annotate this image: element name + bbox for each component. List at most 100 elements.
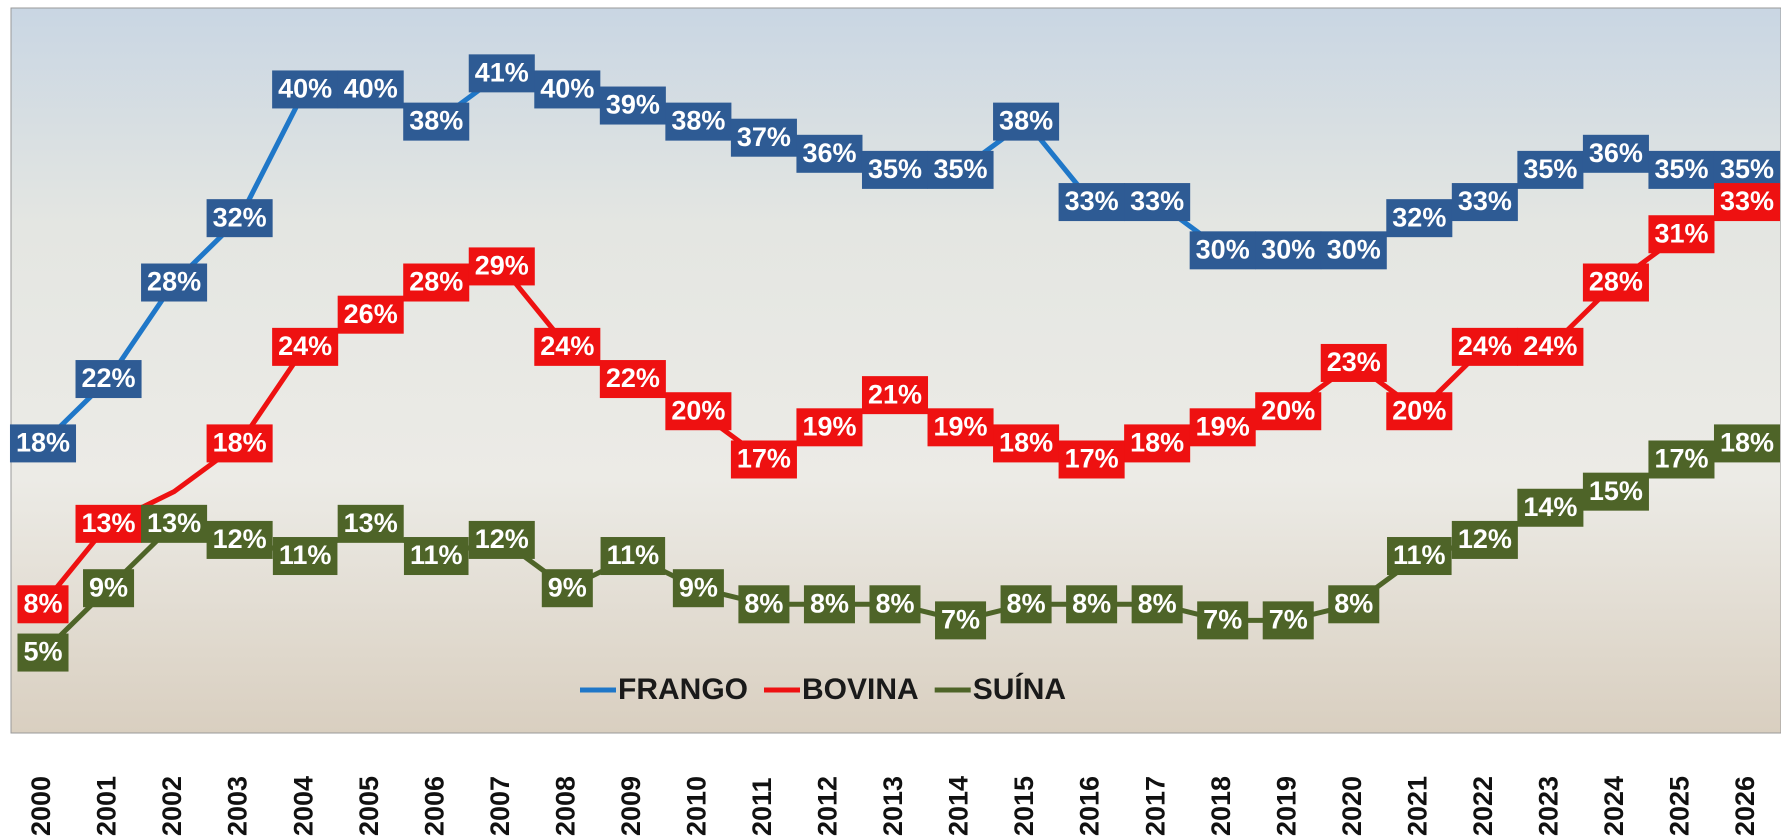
- data-label-text: 28%: [1589, 267, 1643, 297]
- data-label-text: 24%: [1523, 331, 1577, 361]
- data-label-text: 17%: [1065, 444, 1119, 474]
- data-label: 8%: [1132, 585, 1183, 623]
- data-label: 18%: [207, 424, 273, 462]
- x-tick-label: 2010: [682, 776, 712, 836]
- data-label-text: 8%: [1138, 588, 1177, 618]
- data-label: 38%: [665, 103, 731, 141]
- data-label-text: 18%: [1130, 428, 1184, 458]
- data-label: 30%: [1321, 231, 1387, 269]
- x-tick-label: 2018: [1206, 776, 1236, 836]
- data-label: 18%: [10, 424, 76, 462]
- legend-label: FRANGO: [618, 673, 748, 706]
- data-label: 9%: [673, 569, 724, 607]
- data-label: 17%: [731, 440, 797, 478]
- data-label-text: 38%: [409, 106, 463, 136]
- x-tick-label: 2007: [485, 776, 515, 836]
- data-label-text: 8%: [1334, 588, 1373, 618]
- data-label-text: 9%: [89, 572, 128, 602]
- data-label: 30%: [1255, 231, 1321, 269]
- data-label: 11%: [273, 537, 338, 575]
- data-label-text: 36%: [802, 138, 856, 168]
- data-label-text: 11%: [1393, 540, 1446, 570]
- data-label-text: 18%: [999, 428, 1053, 458]
- data-label: 38%: [403, 103, 469, 141]
- data-label: 11%: [404, 537, 469, 575]
- data-label-text: 38%: [999, 106, 1053, 136]
- data-label-text: 8%: [744, 588, 783, 618]
- data-label-text: 35%: [934, 154, 988, 184]
- data-label: 13%: [141, 505, 207, 543]
- x-tick-label: 2013: [878, 776, 908, 836]
- data-label-text: 18%: [1720, 428, 1774, 458]
- data-label: 17%: [1059, 440, 1125, 478]
- data-label-text: 15%: [1589, 476, 1643, 506]
- x-tick-label: 2015: [1009, 776, 1039, 836]
- data-label-text: 8%: [810, 588, 849, 618]
- data-label-text: 22%: [606, 363, 660, 393]
- data-label-text: 33%: [1720, 186, 1774, 216]
- data-label-text: 36%: [1589, 138, 1643, 168]
- data-label-text: 9%: [679, 572, 718, 602]
- data-label: 21%: [862, 376, 928, 414]
- data-label: 8%: [804, 585, 855, 623]
- x-tick-label: 2017: [1140, 776, 1170, 836]
- data-label-text: 13%: [147, 508, 201, 538]
- data-label-text: 40%: [278, 74, 332, 104]
- data-label-text: 8%: [23, 588, 62, 618]
- data-label-text: 33%: [1130, 186, 1184, 216]
- data-label: 12%: [1452, 521, 1518, 559]
- data-label-text: 24%: [1458, 331, 1512, 361]
- data-label-text: 13%: [82, 508, 136, 538]
- data-label-text: 30%: [1327, 234, 1381, 264]
- data-label: 18%: [993, 424, 1059, 462]
- data-label: 33%: [1059, 183, 1125, 221]
- data-label: 18%: [1124, 424, 1190, 462]
- data-label: 22%: [76, 360, 142, 398]
- x-tick-label: 2021: [1402, 776, 1432, 836]
- data-label-text: 7%: [1203, 605, 1242, 635]
- data-label-text: 19%: [934, 411, 988, 441]
- legend-label: SUÍNA: [973, 672, 1066, 706]
- data-label: 35%: [928, 151, 994, 189]
- x-tick-label: 2014: [944, 776, 974, 836]
- data-label-text: 35%: [1654, 154, 1708, 184]
- data-label-text: 20%: [1392, 395, 1446, 425]
- data-label: 40%: [338, 70, 404, 108]
- data-label: 8%: [17, 585, 68, 623]
- data-label-text: 32%: [1392, 202, 1446, 232]
- data-label: 15%: [1583, 473, 1649, 511]
- data-label: 7%: [1263, 601, 1314, 639]
- data-label: 33%: [1714, 183, 1780, 221]
- data-label-text: 41%: [475, 57, 529, 87]
- data-label: 9%: [83, 569, 134, 607]
- data-label: 32%: [207, 199, 273, 237]
- data-label-text: 8%: [1007, 588, 1046, 618]
- data-label: 11%: [1387, 537, 1452, 575]
- data-label: 9%: [542, 569, 593, 607]
- data-label: 39%: [600, 87, 666, 125]
- data-label: 28%: [403, 264, 469, 302]
- data-label: 33%: [1452, 183, 1518, 221]
- data-label: 41%: [469, 54, 535, 92]
- data-label: 7%: [935, 601, 986, 639]
- x-tick-label: 2023: [1534, 776, 1564, 836]
- data-label: 22%: [600, 360, 666, 398]
- data-label-text: 35%: [1523, 154, 1577, 184]
- data-label-text: 19%: [1196, 411, 1250, 441]
- data-label-text: 28%: [409, 267, 463, 297]
- data-label-text: 12%: [475, 524, 529, 554]
- x-tick-label: 2020: [1337, 776, 1367, 836]
- data-label-text: 33%: [1458, 186, 1512, 216]
- data-label-text: 18%: [16, 428, 70, 458]
- data-label-text: 12%: [1458, 524, 1512, 554]
- data-label: 35%: [1648, 151, 1714, 189]
- data-label-text: 28%: [147, 267, 201, 297]
- data-label: 14%: [1517, 489, 1583, 527]
- x-tick-label: 2016: [1075, 776, 1105, 836]
- data-label: 40%: [534, 70, 600, 108]
- x-tick-label: 2012: [813, 776, 843, 836]
- legend: FRANGOBOVINASUÍNA: [580, 672, 1066, 706]
- data-label: 8%: [738, 585, 789, 623]
- data-label-text: 40%: [344, 74, 398, 104]
- data-label-text: 35%: [1720, 154, 1774, 184]
